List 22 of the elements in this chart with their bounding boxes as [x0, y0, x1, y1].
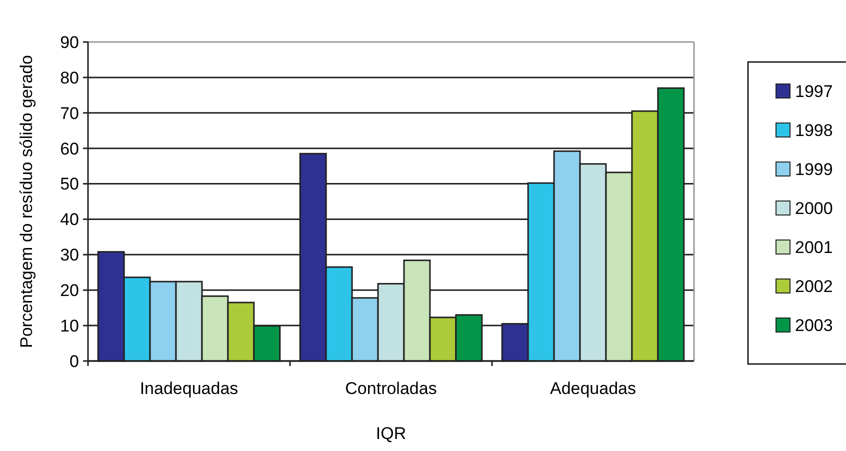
- x-axis-title: IQR: [376, 424, 406, 443]
- y-tick-label: 20: [60, 281, 79, 300]
- y-tick-label: 10: [60, 316, 79, 336]
- y-axis-title: Porcentagem do resíduo sólido gerado: [17, 55, 36, 348]
- y-tick-label: 0: [70, 352, 79, 371]
- legend-label: 2001: [795, 238, 833, 257]
- legend-label: 1999: [795, 160, 833, 179]
- legend-label: 1997: [795, 82, 833, 101]
- y-tick-label: 50: [60, 174, 79, 194]
- y-tick-label: 70: [60, 104, 79, 123]
- y-tick-label: 40: [60, 210, 79, 230]
- y-tick-label: 60: [60, 139, 79, 158]
- x-tick-label: Controladas: [345, 379, 437, 398]
- legend-label: 2003: [795, 316, 833, 335]
- y-tick-label: 30: [60, 246, 79, 265]
- legend-label: 2002: [795, 276, 833, 296]
- y-tick-label: 90: [60, 32, 79, 52]
- x-tick-label: Inadequadas: [140, 379, 238, 398]
- y-tick-label: 80: [60, 68, 79, 88]
- x-tick-label: Adequadas: [550, 379, 636, 398]
- legend-label: 2000: [795, 198, 833, 218]
- legend-label: 1998: [795, 120, 833, 140]
